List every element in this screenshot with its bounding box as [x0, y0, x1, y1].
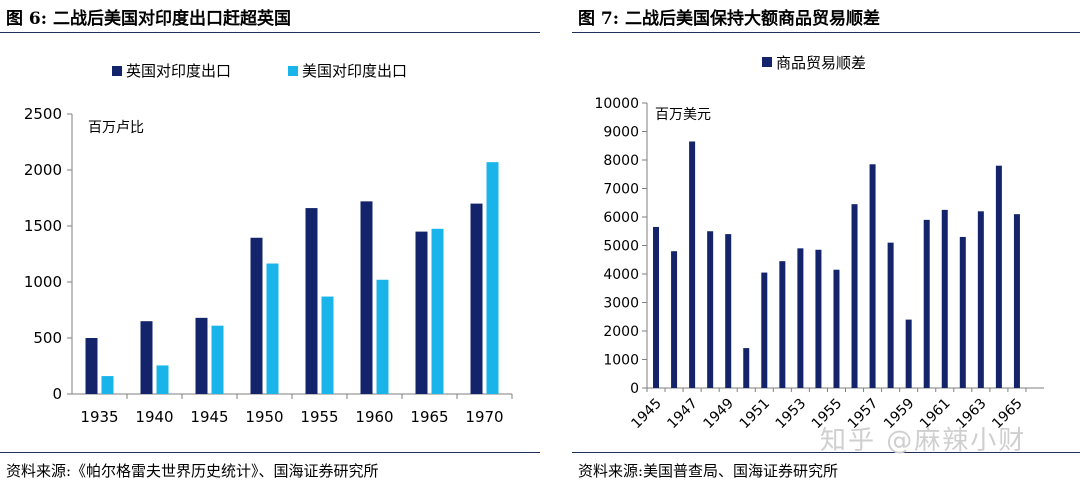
bar — [1013, 214, 1020, 388]
title-divider — [0, 32, 540, 33]
bar — [85, 338, 98, 394]
bar — [486, 162, 499, 394]
bar — [211, 325, 224, 394]
bar — [305, 208, 318, 394]
figure-6-title: 图 6: 二战后美国对印度出口赶超英国 — [6, 9, 291, 29]
bar — [887, 242, 894, 388]
y-tick-label: 1000 — [603, 353, 639, 369]
bar — [470, 203, 483, 394]
legend-swatch — [112, 66, 122, 76]
source-divider — [572, 452, 1080, 453]
y-unit-label: 百万美元 — [655, 107, 711, 123]
y-tick-label: 8000 — [603, 153, 639, 169]
y-tick-label: 2000 — [24, 161, 62, 179]
bar — [725, 234, 732, 388]
bar — [905, 319, 912, 388]
x-tick-label: 1965 — [410, 408, 448, 426]
x-tick-label: 1940 — [135, 408, 173, 426]
bar — [376, 279, 389, 394]
bar — [761, 272, 768, 388]
y-tick-label: 6000 — [603, 210, 639, 226]
bar — [360, 201, 373, 394]
legend-label: 美国对印度出口 — [302, 62, 407, 80]
x-tick-label: 1955 — [300, 408, 338, 426]
y-tick-label: 10000 — [594, 96, 639, 112]
legend-label: 英国对印度出口 — [126, 62, 231, 80]
y-tick-label: 500 — [33, 329, 62, 347]
y-tick-label: 4000 — [603, 267, 639, 283]
bar — [250, 237, 263, 394]
bar — [833, 269, 840, 388]
figure-6-source: 资料来源:《帕尔格雷夫世界历史统计》、国海证券研究所 — [6, 462, 379, 480]
x-tick-label: 1947 — [664, 396, 701, 433]
bar — [156, 365, 169, 394]
bar — [869, 164, 876, 388]
figure-6-panel: 图 6: 二战后美国对印度出口赶超英国 英国对印度出口 美国对印度出口百万卢比 0 5… — [0, 9, 540, 480]
bar — [851, 204, 858, 388]
bar — [689, 141, 696, 388]
y-tick-label: 0 — [630, 381, 639, 397]
bar — [431, 228, 444, 394]
x-tick-label: 1953 — [773, 396, 810, 433]
y-tick-label: 9000 — [603, 125, 639, 141]
bar — [959, 236, 966, 388]
bar — [321, 296, 334, 394]
bar — [797, 248, 804, 388]
x-tick-label: 1960 — [355, 408, 393, 426]
bar — [671, 251, 678, 388]
y-tick-label: 1000 — [24, 273, 62, 291]
y-tick-label: 5000 — [603, 239, 639, 255]
bar — [195, 317, 208, 394]
bar — [140, 321, 153, 394]
bar — [101, 376, 114, 394]
y-tick-label: 2500 — [24, 105, 62, 123]
y-tick-label: 1500 — [24, 217, 62, 235]
bar — [977, 211, 984, 388]
x-tick-label: 1949 — [701, 396, 738, 433]
y-unit-label: 百万卢比 — [88, 120, 144, 136]
bar — [415, 231, 428, 394]
x-tick-label: 1951 — [737, 396, 774, 433]
legend-swatch — [762, 57, 772, 67]
bar — [743, 348, 750, 388]
figure-7-panel: 图 7: 二战后美国保持大额商品贸易顺差 商品贸易顺差百万美元 0 1000 2000… — [572, 0, 1080, 486]
bar — [923, 219, 930, 388]
x-tick-label: 1950 — [245, 408, 283, 426]
x-tick-label: 1935 — [80, 408, 118, 426]
source-divider — [0, 452, 540, 453]
bar — [995, 165, 1002, 388]
watermark: 知乎 @麻辣小财 — [820, 426, 1027, 456]
x-tick-label: 1945 — [190, 408, 228, 426]
bar — [941, 209, 948, 388]
legend-label: 商品贸易顺差 — [776, 54, 866, 72]
bar — [815, 249, 822, 388]
y-tick-label: 3000 — [603, 296, 639, 312]
y-tick-label: 2000 — [603, 324, 639, 340]
title-divider — [572, 32, 1080, 33]
figure-7-title: 图 7: 二战后美国保持大额商品贸易顺差 — [578, 9, 880, 29]
bar — [779, 261, 786, 388]
x-tick-label: 1945 — [628, 396, 665, 433]
x-tick-label: 1970 — [465, 408, 503, 426]
y-tick-label: 0 — [52, 385, 62, 403]
bar — [653, 226, 660, 388]
bar — [266, 263, 279, 394]
figure-7-source: 资料来源:美国普查局、国海证券研究所 — [578, 462, 839, 480]
y-tick-label: 7000 — [603, 182, 639, 198]
bar — [707, 231, 714, 388]
legend-swatch — [288, 66, 298, 76]
